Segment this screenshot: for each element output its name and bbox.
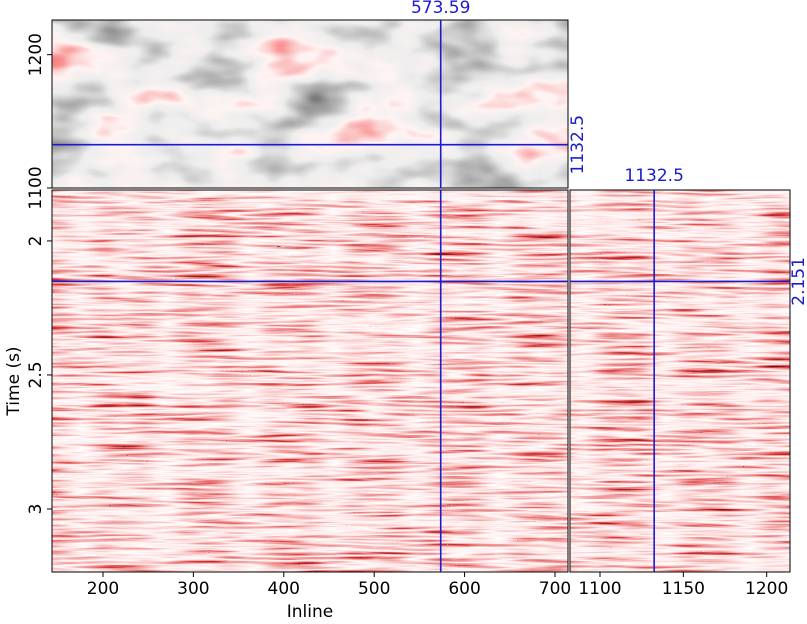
crosshair-label: 2.151 bbox=[789, 257, 807, 306]
y-axis-label: Time (s) bbox=[4, 346, 24, 416]
y-tick-label: 3 bbox=[26, 504, 46, 515]
x-tick-label: 200 bbox=[87, 579, 119, 599]
x-tick-label: 500 bbox=[358, 579, 390, 599]
x-tick-label: 1200 bbox=[745, 579, 788, 599]
crosshair-label: 573.59 bbox=[411, 0, 470, 18]
x-tick-label: 1100 bbox=[578, 579, 621, 599]
frame bbox=[51, 19, 569, 189]
inline-section-image bbox=[52, 190, 568, 572]
x-tick-label: 1150 bbox=[662, 579, 705, 599]
frame bbox=[569, 189, 791, 573]
x-tick-label: 300 bbox=[177, 579, 209, 599]
y-tick-label: 2.5 bbox=[26, 361, 46, 388]
crosshair-label: 1132.5 bbox=[624, 166, 683, 186]
x-tick-label: 400 bbox=[268, 579, 300, 599]
x-tick-label: 600 bbox=[448, 579, 480, 599]
x-tick-label: 700 bbox=[539, 579, 571, 599]
y-tick-label: 2 bbox=[26, 236, 46, 247]
y-tick-label: 1200 bbox=[26, 33, 46, 76]
time-slice-image bbox=[52, 20, 568, 188]
frame bbox=[51, 189, 569, 573]
crosshair-label: 1132.5 bbox=[568, 115, 588, 174]
crossline-section-image bbox=[570, 190, 790, 572]
x-axis-label: Inline bbox=[287, 602, 333, 622]
y-tick-label: 1100 bbox=[26, 166, 46, 209]
